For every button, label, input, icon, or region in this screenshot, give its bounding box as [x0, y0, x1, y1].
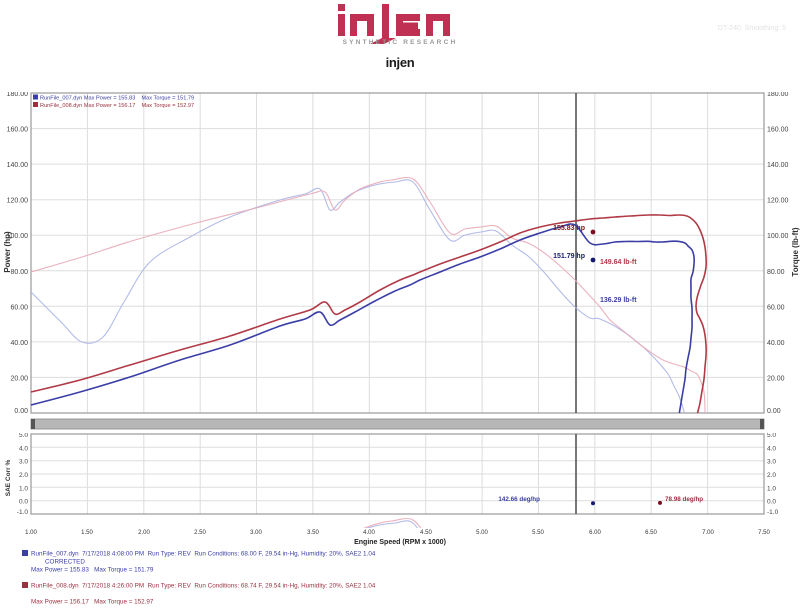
svg-text:1.0: 1.0: [19, 485, 28, 492]
svg-text:78.98 deg/hp: 78.98 deg/hp: [665, 496, 703, 503]
svg-text:6.00: 6.00: [589, 530, 601, 536]
svg-text:40.00: 40.00: [10, 340, 28, 347]
svg-text:-1.0: -1.0: [767, 509, 779, 516]
svg-text:SAE Corr %: SAE Corr %: [5, 460, 12, 497]
svg-text:1.00: 1.00: [25, 530, 37, 536]
svg-text:142.66 deg/hp: 142.66 deg/hp: [498, 496, 540, 503]
svg-text:Max Power = 156.17 Max Torqu: Max Power = 156.17 Max Torque = 152.97: [31, 599, 154, 606]
svg-text:2.0: 2.0: [19, 472, 28, 479]
svg-text:5.0: 5.0: [19, 433, 28, 439]
svg-text:140.00: 140.00: [767, 162, 789, 169]
svg-text:4.0: 4.0: [767, 445, 776, 452]
svg-text:3.0: 3.0: [19, 459, 28, 466]
svg-text:160.00: 160.00: [767, 127, 789, 134]
svg-text:80.00: 80.00: [767, 269, 785, 276]
svg-text:Power (hp): Power (hp): [3, 231, 12, 273]
svg-text:3.0: 3.0: [767, 459, 776, 466]
svg-text:80.00: 80.00: [10, 269, 28, 276]
svg-text:3.00: 3.00: [250, 530, 262, 536]
svg-text:CORRECTED: CORRECTED: [31, 559, 85, 566]
svg-text:RunFile_007.dyn Max Power = 1: RunFile_007.dyn Max Power = 155.83 Max T…: [40, 95, 194, 101]
svg-text:RunFile_008.dyn Max Power = 1: RunFile_008.dyn Max Power = 156.17 Max T…: [40, 103, 194, 109]
svg-text:136.29 lb-ft: 136.29 lb-ft: [600, 297, 637, 304]
svg-text:120.00: 120.00: [7, 198, 29, 205]
svg-text:6.50: 6.50: [645, 530, 657, 536]
svg-text:4.0: 4.0: [19, 445, 28, 452]
svg-text:7.50: 7.50: [758, 530, 770, 536]
svg-text:2.00: 2.00: [138, 530, 150, 536]
svg-text:-1.0: -1.0: [17, 509, 29, 516]
svg-text:0.0: 0.0: [19, 499, 28, 506]
svg-text:4.50: 4.50: [420, 530, 432, 536]
svg-text:RunFile_008.dyn 7/17/2018 4:2: RunFile_008.dyn 7/17/2018 4:26:00 PM Run…: [31, 583, 376, 590]
svg-text:180.00: 180.00: [767, 92, 789, 98]
svg-text:5.0: 5.0: [767, 433, 776, 439]
svg-text:155.83 hp: 155.83 hp: [553, 225, 585, 232]
svg-text:RunFile_007.dyn 7/17/2018 4:0: RunFile_007.dyn 7/17/2018 4:08:00 PM Run…: [31, 551, 376, 558]
svg-text:5.50: 5.50: [532, 530, 544, 536]
svg-text:Engine Speed (RPM x 1000): Engine Speed (RPM x 1000): [354, 539, 446, 546]
svg-text:100.00: 100.00: [767, 233, 789, 240]
svg-text:60.00: 60.00: [767, 304, 785, 311]
svg-text:151.79 hp: 151.79 hp: [553, 253, 585, 260]
svg-text:40.00: 40.00: [767, 340, 785, 347]
svg-text:160.00: 160.00: [7, 127, 29, 134]
svg-text:Max Power = 155.83 Max Torqu: Max Power = 155.83 Max Torque = 151.79: [31, 567, 154, 574]
svg-text:1.0: 1.0: [767, 485, 776, 492]
svg-text:2.0: 2.0: [767, 472, 776, 479]
svg-text:1.50: 1.50: [81, 530, 93, 536]
svg-text:120.00: 120.00: [767, 198, 789, 205]
svg-text:60.00: 60.00: [10, 304, 28, 311]
svg-text:5.00: 5.00: [476, 530, 488, 536]
svg-text:2.50: 2.50: [194, 530, 206, 536]
svg-text:180.00: 180.00: [7, 92, 29, 98]
svg-text:0.0: 0.0: [767, 499, 776, 506]
svg-text:20.00: 20.00: [767, 375, 785, 382]
svg-text:4.00: 4.00: [363, 530, 375, 536]
svg-text:149.64 lb-ft: 149.64 lb-ft: [600, 259, 637, 266]
svg-text:140.00: 140.00: [7, 162, 29, 169]
svg-text:7.00: 7.00: [702, 530, 714, 536]
svg-text:20.00: 20.00: [10, 375, 28, 382]
svg-text:Torque (lb-ft): Torque (lb-ft): [791, 227, 800, 277]
svg-text:3.50: 3.50: [307, 530, 319, 536]
